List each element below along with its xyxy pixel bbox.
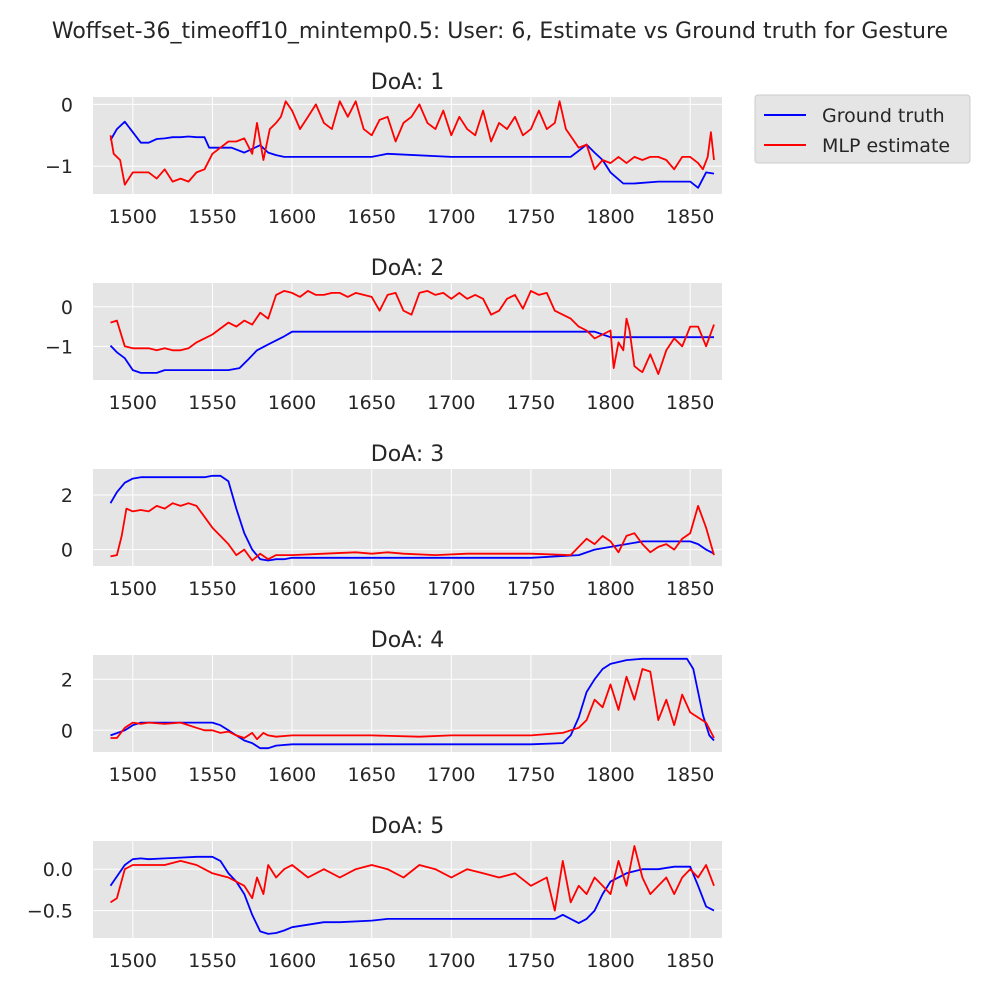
x-tick-label: 1800 — [586, 764, 634, 786]
subplot-title: DoA: 2 — [371, 256, 444, 281]
x-tick-label: 1850 — [666, 206, 714, 228]
y-tick-label: 2 — [61, 669, 73, 691]
x-tick-label: 1600 — [268, 764, 316, 786]
x-tick-label: 1700 — [427, 392, 475, 414]
y-tick-label: 0 — [61, 720, 73, 742]
x-tick-label: 1550 — [188, 764, 236, 786]
x-tick-label: 1600 — [268, 392, 316, 414]
plot-area — [93, 841, 722, 938]
subplot-title: DoA: 3 — [371, 442, 444, 467]
x-tick-label: 1600 — [268, 950, 316, 972]
subplot-doa-2: DoA: 2 1500 1550 1600 1650 1700 1750 1800 1850 0 −… — [45, 256, 722, 414]
x-tick-label: 1650 — [347, 950, 395, 972]
subplot-title: DoA: 4 — [371, 628, 444, 653]
y-tick-label: −0.5 — [27, 901, 73, 923]
x-tick-label: 1850 — [666, 950, 714, 972]
series-line-mlp-estimate — [110, 668, 715, 741]
figure-title: Woffset-36_timeoff10_mintemp0.5: User: 6… — [52, 19, 948, 44]
x-tick-label: 1750 — [507, 392, 555, 414]
x-tick-label: 1550 — [188, 392, 236, 414]
x-tick-label: 1750 — [507, 764, 555, 786]
legend-label: MLP estimate — [822, 135, 950, 157]
series-line-mlp-estimate — [110, 289, 715, 376]
plot-area — [93, 97, 722, 194]
legend-entry: Ground truth — [764, 105, 945, 127]
y-tick-label: 0 — [61, 297, 73, 319]
x-tick-label: 1650 — [347, 392, 395, 414]
legend-entry: MLP estimate — [764, 135, 950, 157]
subplot-title: DoA: 5 — [371, 814, 444, 839]
x-tick-label: 1500 — [109, 764, 157, 786]
x-tick-label: 1500 — [109, 950, 157, 972]
x-tick-label: 1650 — [347, 764, 395, 786]
subplot-doa-3: DoA: 3 1500 1550 1600 1650 1700 1750 1800 1850 2 0 — [61, 442, 722, 600]
x-tick-label: 1750 — [507, 950, 555, 972]
x-tick-label: 1500 — [109, 206, 157, 228]
x-tick-label: 1850 — [666, 764, 714, 786]
subplots: DoA: 1 1500 1550 1600 1650 1700 1750 1800 1850 0 −… — [27, 70, 722, 972]
x-tick-label: 1750 — [507, 578, 555, 600]
x-tick-label: 1800 — [586, 578, 634, 600]
plot-area — [93, 655, 722, 752]
series-line-ground-truth — [109, 330, 714, 374]
y-tick-label: 0 — [61, 540, 73, 562]
plot-area — [93, 469, 722, 566]
subplot-doa-5: DoA: 5 1500 1550 1600 1650 1700 1750 1800 1850 0.… — [27, 814, 722, 972]
x-tick-label: 1700 — [427, 764, 475, 786]
x-tick-label: 1800 — [586, 392, 634, 414]
y-tick-label: 0.0 — [43, 859, 73, 881]
legend-label: Ground truth — [822, 105, 945, 127]
x-tick-label: 1850 — [666, 578, 714, 600]
legend-box — [754, 94, 971, 164]
y-tick-label: −1 — [45, 156, 73, 178]
x-tick-label: 1650 — [347, 206, 395, 228]
series-line-ground-truth — [109, 120, 715, 189]
series-line-mlp-estimate — [110, 845, 715, 912]
x-tick-label: 1550 — [188, 206, 236, 228]
x-tick-label: 1700 — [427, 578, 475, 600]
x-tick-label: 1700 — [427, 950, 475, 972]
subplot-doa-1: DoA: 1 1500 1550 1600 1650 1700 1750 1800 1850 0 −… — [45, 70, 722, 228]
subplot-title: DoA: 1 — [371, 70, 444, 95]
x-tick-label: 1600 — [268, 206, 316, 228]
x-tick-label: 1800 — [586, 950, 634, 972]
x-tick-label: 1500 — [109, 392, 157, 414]
x-tick-label: 1550 — [188, 950, 236, 972]
series-line-mlp-estimate — [109, 100, 715, 186]
x-tick-label: 1750 — [507, 206, 555, 228]
x-tick-label: 1600 — [268, 578, 316, 600]
x-tick-label: 1850 — [666, 392, 714, 414]
subplot-doa-4: DoA: 4 1500 1550 1600 1650 1700 1750 1800 1850 2 0 — [61, 628, 722, 786]
series-line-mlp-estimate — [110, 502, 715, 562]
y-tick-label: 0 — [61, 94, 73, 116]
x-tick-label: 1650 — [347, 578, 395, 600]
x-tick-label: 1500 — [109, 578, 157, 600]
x-tick-label: 1700 — [427, 206, 475, 228]
series-line-ground-truth — [109, 474, 715, 562]
legend: Ground truth MLP estimate — [754, 94, 971, 164]
y-tick-label: 2 — [61, 485, 73, 507]
y-tick-label: −1 — [45, 336, 73, 358]
x-tick-label: 1800 — [586, 206, 634, 228]
x-tick-label: 1550 — [188, 578, 236, 600]
